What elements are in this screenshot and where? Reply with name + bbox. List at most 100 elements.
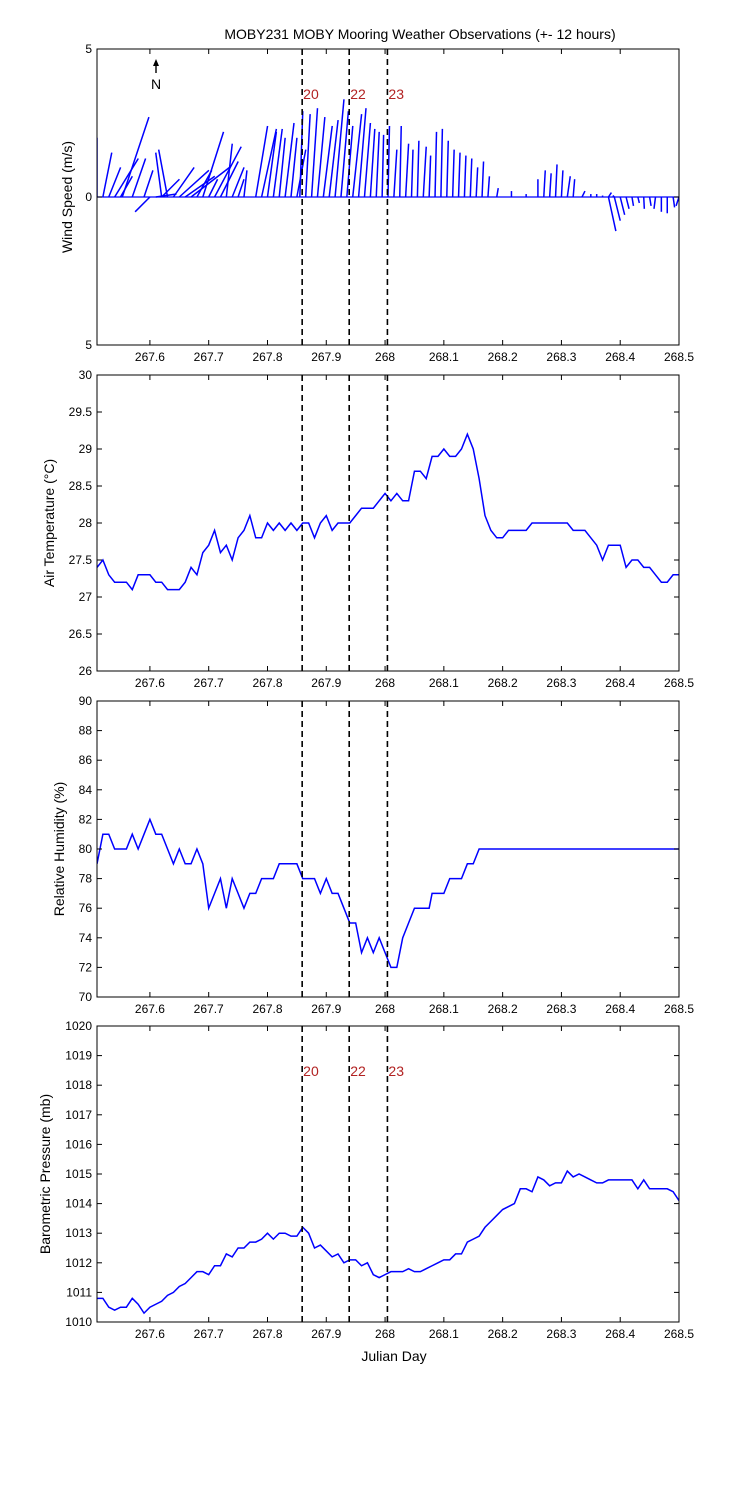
wind-vector [161,178,180,198]
wind-vector [463,155,467,198]
wind-vector [572,179,576,198]
y-tick-label: 26 [79,664,93,678]
wind-vector [328,119,339,198]
x-tick-label: 268.2 [488,350,518,364]
wind-vector [351,114,363,198]
y-axis-label: Air Temperature (°C) [41,459,57,587]
wind-vector [399,125,402,198]
y-tick-label: 26.5 [69,627,93,641]
x-tick-label: 268 [375,1002,395,1016]
x-tick-label: 267.6 [135,676,165,690]
x-tick-label: 268.3 [546,350,576,364]
y-axis-label: Barometric Pressure (mb) [37,1094,53,1254]
x-tick-label: 268.1 [429,350,459,364]
wind-vector [560,170,564,198]
wind-vector [375,131,380,198]
y-tick-label: 86 [79,753,93,767]
x-tick-label: 268.4 [605,676,635,690]
wind-vector [108,167,122,198]
wind-vector [231,167,245,198]
wind-vector [434,131,438,198]
wind-vector [134,196,151,213]
wind-vector [619,196,626,215]
y-tick-label: 5 [85,338,92,352]
x-tick-label: 267.8 [252,1002,282,1016]
x-tick-label: 267.6 [135,1327,165,1341]
bin-label-23: 23 [388,86,404,102]
x-tick-label: 268.2 [488,676,518,690]
wind-vector [496,187,499,198]
data-line [97,1169,679,1315]
wind-vector [381,134,385,198]
wind-vector [304,114,311,198]
wind-vector [143,170,154,198]
y-tick-label: 82 [79,812,93,826]
wind-vector [369,128,376,198]
x-tick-label: 267.8 [252,1327,282,1341]
y-tick-label: 28 [79,516,93,530]
x-tick-label: 268.1 [429,676,459,690]
wind-vector [672,196,676,208]
wind-vector [340,111,350,198]
x-tick-label: 267.9 [311,1327,341,1341]
wind-vector [278,137,286,198]
wind-vector [566,176,572,198]
panel-4: 20 22 23 1020 1019 1018 1017 1016 1015 1014 1013 10… [37,1019,694,1341]
x-tick-label: 268.5 [664,676,694,690]
y-tick-label: 1020 [65,1019,92,1033]
y-tick-label: 74 [79,931,93,945]
y-tick-label: 30 [79,368,93,382]
wind-vector [208,178,219,198]
wind-vector [487,176,491,198]
y-tick-label: 5 [85,42,92,56]
wind-vector [102,152,113,198]
wind-vector [316,117,326,198]
x-tick-label: 268 [375,350,395,364]
bin-label-20: 20 [303,86,319,102]
wind-vector [404,143,410,198]
wind-vector [260,128,278,198]
y-tick-label: 84 [79,783,93,797]
y-tick-label: 1017 [65,1108,92,1122]
wind-vector [155,193,177,198]
y-tick-label: 1013 [65,1226,92,1240]
wind-vector [334,99,345,198]
y-tick-label: 1010 [65,1315,92,1329]
x-tick-label: 268.4 [605,1002,635,1016]
y-tick-label: 1014 [65,1197,92,1211]
x-tick-label: 267.7 [194,1002,224,1016]
x-tick-label: 267.7 [194,676,224,690]
north-label: N [151,76,161,92]
wind-vector [157,149,169,198]
wind-vector [155,152,163,198]
data-line [97,817,679,969]
wind-vector [613,196,621,221]
x-axis-label: Julian Day [361,1348,426,1364]
y-tick-label: 76 [79,901,93,915]
bin-label-20: 20 [303,1063,319,1079]
x-tick-label: 268.3 [546,676,576,690]
y-tick-label: 29.5 [69,405,93,419]
wind-vector [642,196,646,209]
wind-vector [237,179,245,198]
bin-label-23: 23 [388,1063,404,1079]
wind-vector [299,111,304,198]
x-tick-label: 267.9 [311,350,341,364]
y-axis-label: Wind Speed (m/s) [59,141,75,253]
wind-vector [202,131,225,198]
wind-vector [393,149,398,198]
wind-vector [121,116,150,198]
wind-vector [653,196,657,209]
wind-vector [481,161,485,198]
wind-vector [612,194,615,198]
x-tick-label: 267.8 [252,676,282,690]
x-tick-label: 267.9 [311,1002,341,1016]
wind-vector [387,125,391,198]
wind-vector [184,175,216,198]
y-tick-label: 1018 [65,1078,92,1092]
y-tick-label: 88 [79,724,93,738]
wind-vector [363,122,372,198]
y-tick-label: 1012 [65,1256,92,1270]
wind-vector [446,140,450,198]
